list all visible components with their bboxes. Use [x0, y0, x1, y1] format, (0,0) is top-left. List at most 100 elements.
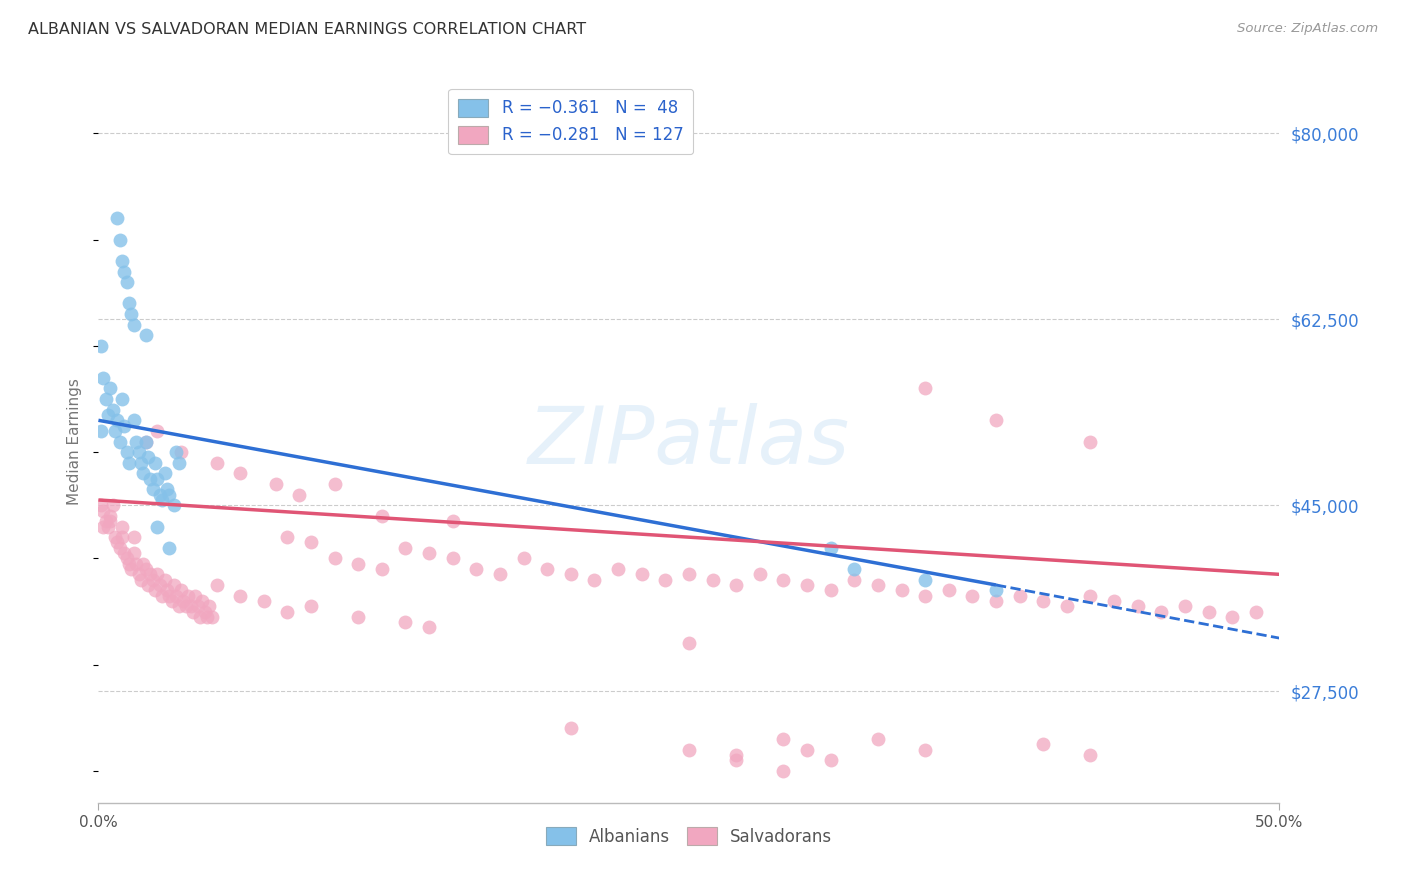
Point: [323, 477, 346, 491]
Point: [914, 742, 936, 756]
Point: [125, 434, 148, 449]
Point: [1150, 605, 1173, 619]
Point: [820, 753, 842, 767]
Point: [347, 557, 370, 571]
Point: [796, 578, 818, 592]
Point: [299, 599, 322, 614]
Point: [725, 747, 748, 762]
Point: [394, 615, 416, 630]
Point: [938, 583, 960, 598]
Point: [143, 583, 166, 598]
Point: [115, 551, 138, 566]
Point: [105, 535, 128, 549]
Point: [188, 610, 211, 624]
Point: [157, 541, 180, 555]
Point: [150, 589, 173, 603]
Point: [1102, 594, 1125, 608]
Point: [135, 562, 157, 576]
Point: [112, 264, 135, 278]
Text: ZIPatlas: ZIPatlas: [527, 402, 851, 481]
Point: [174, 599, 197, 614]
Point: [560, 722, 582, 736]
Point: [90, 339, 112, 353]
Point: [112, 546, 135, 560]
Point: [149, 578, 172, 592]
Point: [394, 541, 416, 555]
Point: [153, 467, 176, 481]
Point: [725, 753, 748, 767]
Point: [264, 477, 287, 491]
Point: [142, 483, 165, 497]
Point: [143, 456, 166, 470]
Point: [772, 732, 794, 747]
Point: [465, 562, 488, 576]
Point: [132, 467, 155, 481]
Point: [512, 551, 534, 566]
Point: [90, 424, 112, 438]
Point: [101, 498, 124, 512]
Point: [115, 275, 138, 289]
Point: [288, 488, 311, 502]
Point: [560, 567, 582, 582]
Point: [129, 456, 152, 470]
Point: [984, 594, 1007, 608]
Point: [276, 605, 298, 619]
Point: [796, 742, 818, 756]
Point: [170, 445, 193, 459]
Point: [229, 467, 252, 481]
Point: [165, 445, 187, 459]
Point: [536, 562, 558, 576]
Point: [122, 318, 145, 332]
Point: [111, 519, 134, 533]
Point: [418, 620, 440, 634]
Point: [118, 456, 141, 470]
Point: [184, 589, 207, 603]
Point: [142, 573, 165, 587]
Point: [105, 413, 128, 427]
Point: [702, 573, 724, 587]
Point: [122, 546, 145, 560]
Point: [1174, 599, 1197, 614]
Point: [844, 562, 866, 576]
Point: [323, 551, 346, 566]
Point: [1126, 599, 1149, 614]
Point: [187, 599, 209, 614]
Point: [118, 296, 141, 310]
Point: [132, 557, 155, 571]
Point: [160, 594, 183, 608]
Text: Source: ZipAtlas.com: Source: ZipAtlas.com: [1237, 22, 1378, 36]
Point: [104, 424, 127, 438]
Point: [914, 381, 936, 395]
Point: [181, 605, 204, 619]
Legend: Albanians, Salvadorans: Albanians, Salvadorans: [538, 821, 839, 852]
Point: [914, 573, 936, 587]
Point: [180, 599, 202, 614]
Point: [678, 567, 700, 582]
Point: [97, 408, 120, 422]
Point: [984, 413, 1007, 427]
Point: [844, 573, 866, 587]
Point: [128, 567, 150, 582]
Point: [163, 578, 186, 592]
Point: [299, 535, 322, 549]
Point: [139, 472, 162, 486]
Point: [135, 328, 157, 343]
Point: [866, 578, 889, 592]
Point: [139, 567, 162, 582]
Point: [98, 514, 121, 528]
Point: [1220, 610, 1243, 624]
Point: [253, 594, 276, 608]
Point: [108, 233, 131, 247]
Point: [1080, 589, 1102, 603]
Point: [607, 562, 630, 576]
Point: [112, 418, 135, 433]
Point: [136, 450, 159, 465]
Point: [441, 551, 464, 566]
Point: [177, 589, 200, 603]
Point: [146, 519, 169, 533]
Point: [156, 583, 179, 598]
Point: [678, 636, 700, 650]
Point: [1032, 737, 1054, 751]
Point: [146, 472, 169, 486]
Point: [984, 583, 1007, 598]
